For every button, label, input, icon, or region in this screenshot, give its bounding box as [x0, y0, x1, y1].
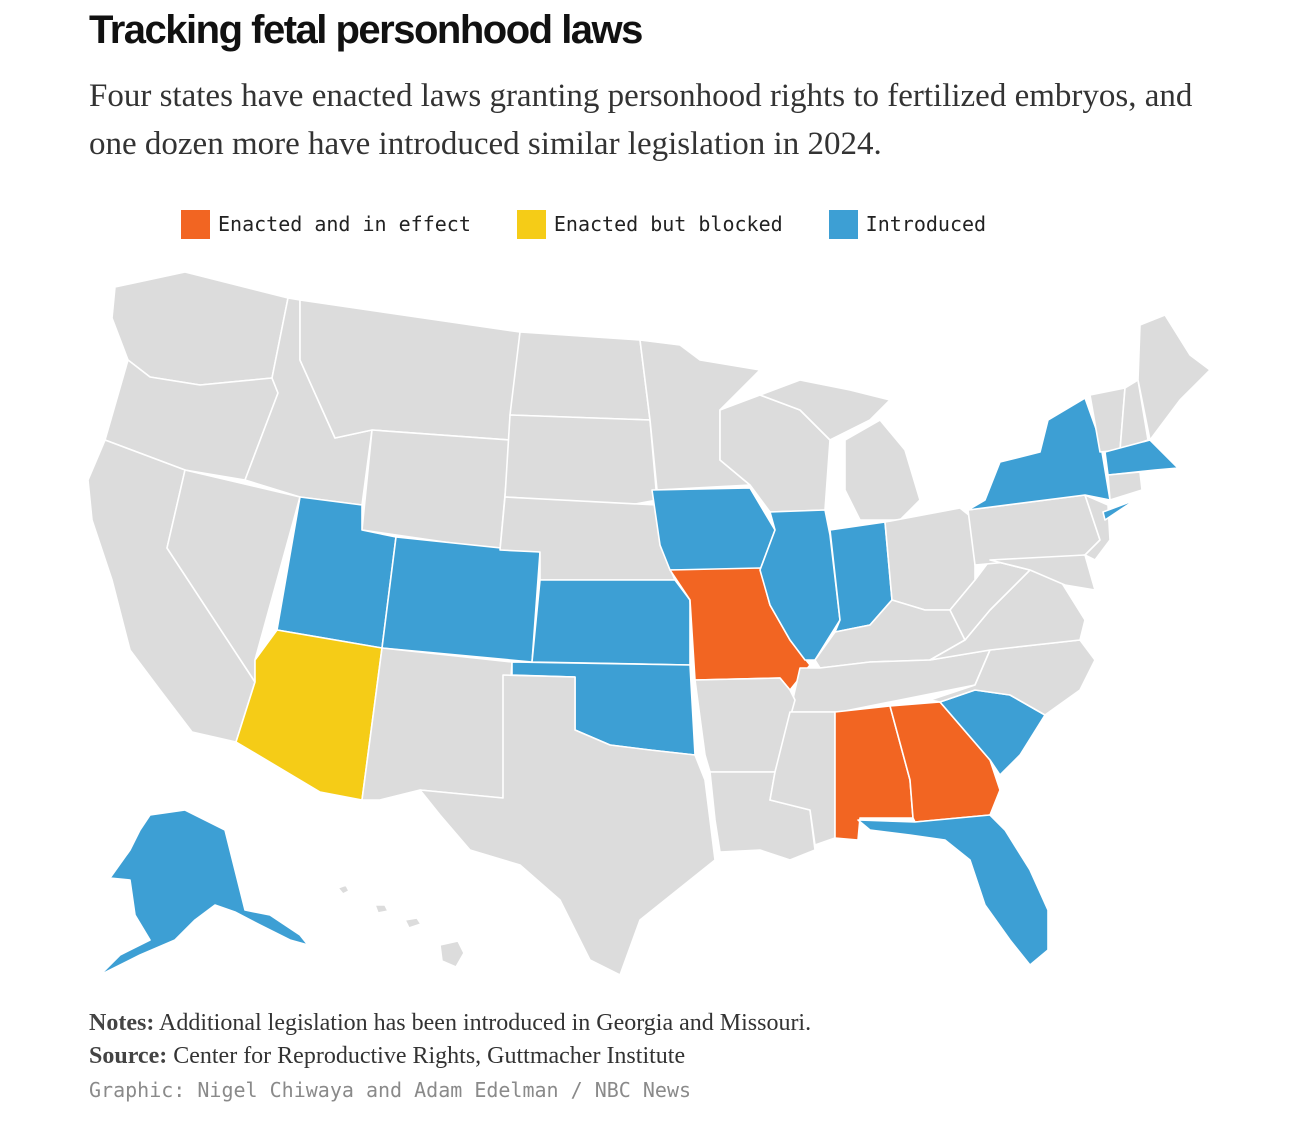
legend-swatch-enacted [181, 209, 210, 239]
state-montana [299, 299, 521, 441]
legend: Enacted and in effect Enacted but blocke… [181, 209, 1032, 239]
legend-swatch-introduced [828, 209, 858, 239]
state-wyoming [361, 429, 511, 551]
chart-title: Tracking fetal personhood laws [89, 8, 643, 52]
notes-block: Notes: Additional legislation has been i… [89, 1007, 811, 1073]
state-illinois [759, 509, 841, 661]
legend-item-enacted: Enacted and in effect [181, 209, 471, 239]
legend-swatch-blocked [516, 209, 546, 239]
state-ohio [884, 507, 976, 611]
state-hawaii [337, 884, 465, 968]
state-michigan [759, 379, 921, 521]
state-florida [857, 814, 1049, 966]
state-new-mexico [361, 647, 513, 801]
legend-item-blocked: Enacted but blocked [516, 209, 783, 239]
state-kansas [531, 579, 691, 666]
legend-label-introduced: Introduced [865, 212, 987, 236]
notes-line: Notes: Additional legislation has been i… [89, 1007, 811, 1040]
legend-label-blocked: Enacted but blocked [553, 212, 783, 236]
legend-item-introduced: Introduced [828, 209, 987, 239]
state-texas [419, 674, 716, 976]
state-south-dakota [504, 414, 658, 506]
notes-label: Notes: [89, 1010, 155, 1036]
state-maryland [989, 554, 1096, 591]
us-map [87, 271, 1211, 976]
state-iowa [651, 487, 776, 571]
source-line: Source: Center for Reproductive Rights, … [89, 1040, 811, 1073]
legend-label-enacted: Enacted and in effect [218, 212, 471, 236]
state-north-dakota [509, 331, 651, 421]
source-label: Source: [89, 1043, 168, 1069]
graphic-credit: Graphic: Nigel Chiwaya and Adam Edelman … [89, 1078, 692, 1102]
state-maine [1137, 314, 1211, 441]
notes-text: Additional legislation has been introduc… [159, 1010, 812, 1036]
state-alaska [99, 809, 309, 976]
state-north-carolina [929, 639, 1096, 716]
state-colorado [381, 536, 541, 663]
state-arizona [235, 629, 383, 801]
source-text: Center for Reproductive Rights, Guttmach… [173, 1043, 686, 1069]
state-connecticut [1107, 471, 1143, 501]
state-new-york [967, 397, 1136, 521]
chart-subtitle: Four states have enacted laws granting p… [89, 78, 1193, 162]
